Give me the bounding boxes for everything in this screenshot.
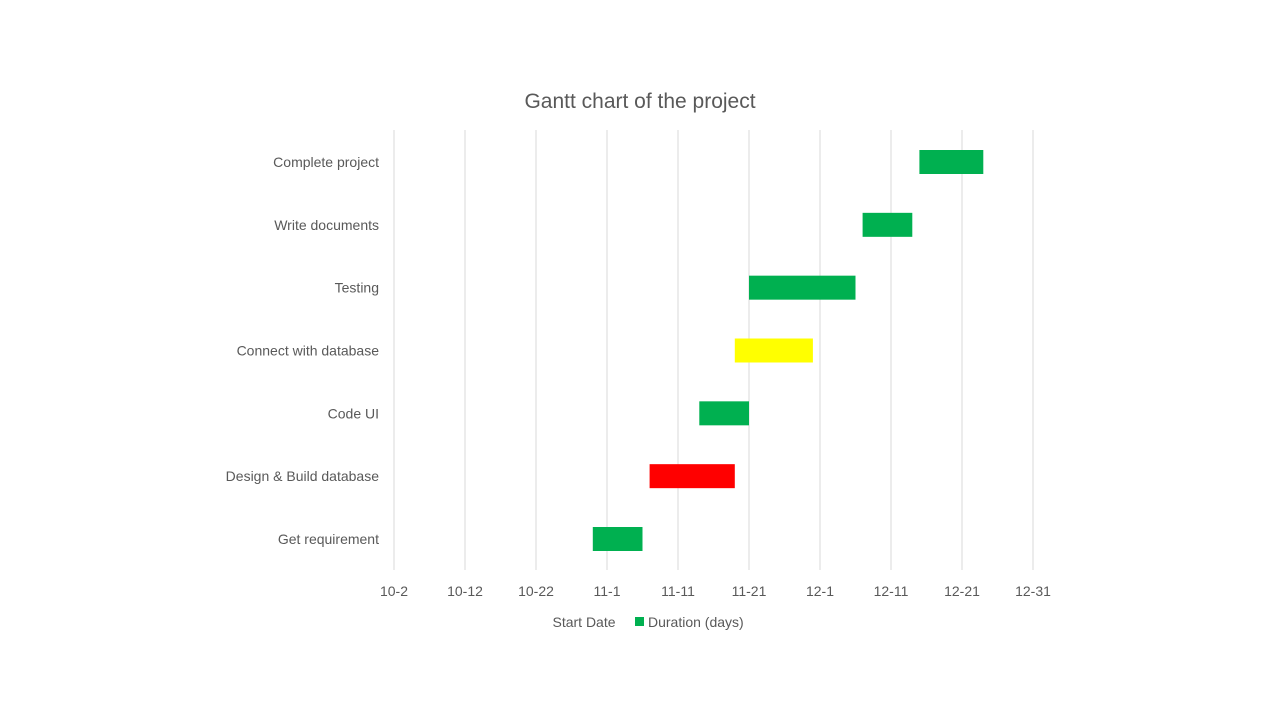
x-tick-label: 11-11 bbox=[661, 583, 695, 599]
x-tick-label: 11-21 bbox=[732, 583, 767, 599]
task-label: Write documents bbox=[274, 217, 379, 233]
task-label: Design & Build database bbox=[226, 468, 380, 484]
gantt-bar bbox=[734, 338, 813, 363]
task-labels: Get requirement Design & Build database Co… bbox=[226, 154, 380, 547]
x-tick-label: 10-22 bbox=[518, 583, 554, 599]
x-tick-label: 12-1 bbox=[806, 583, 834, 599]
gridlines bbox=[393, 130, 1034, 570]
task-label: Testing bbox=[335, 280, 379, 296]
gantt-bar bbox=[749, 275, 856, 300]
gantt-bar bbox=[862, 212, 913, 237]
x-tick-label: 12-31 bbox=[1015, 583, 1051, 599]
bars bbox=[592, 150, 984, 551]
legend: Start Date Duration (days) bbox=[552, 614, 743, 630]
task-label: Complete project bbox=[273, 154, 379, 170]
legend-duration-swatch bbox=[635, 617, 644, 626]
x-tick-label: 10-2 bbox=[380, 583, 408, 599]
task-label: Connect with database bbox=[237, 343, 380, 359]
gantt-bar bbox=[649, 464, 735, 489]
x-tick-label: 12-11 bbox=[874, 583, 909, 599]
x-tick-labels: 10-2 10-12 10-22 11-1 11-11 11-21 12-1 12-11 12-… bbox=[380, 583, 1051, 599]
legend-start-date-label: Start Date bbox=[552, 614, 615, 630]
x-tick-label: 10-12 bbox=[447, 583, 483, 599]
gantt-bar bbox=[592, 527, 643, 551]
x-tick-label: 12-21 bbox=[944, 583, 980, 599]
task-label: Get requirement bbox=[278, 531, 379, 547]
gantt-bar bbox=[919, 150, 984, 174]
legend-duration-label: Duration (days) bbox=[648, 614, 744, 630]
chart-title: Gantt chart of the project bbox=[524, 90, 755, 113]
x-tick-label: 11-1 bbox=[594, 583, 621, 599]
gantt-bar bbox=[699, 401, 749, 426]
task-label: Code UI bbox=[328, 405, 379, 421]
